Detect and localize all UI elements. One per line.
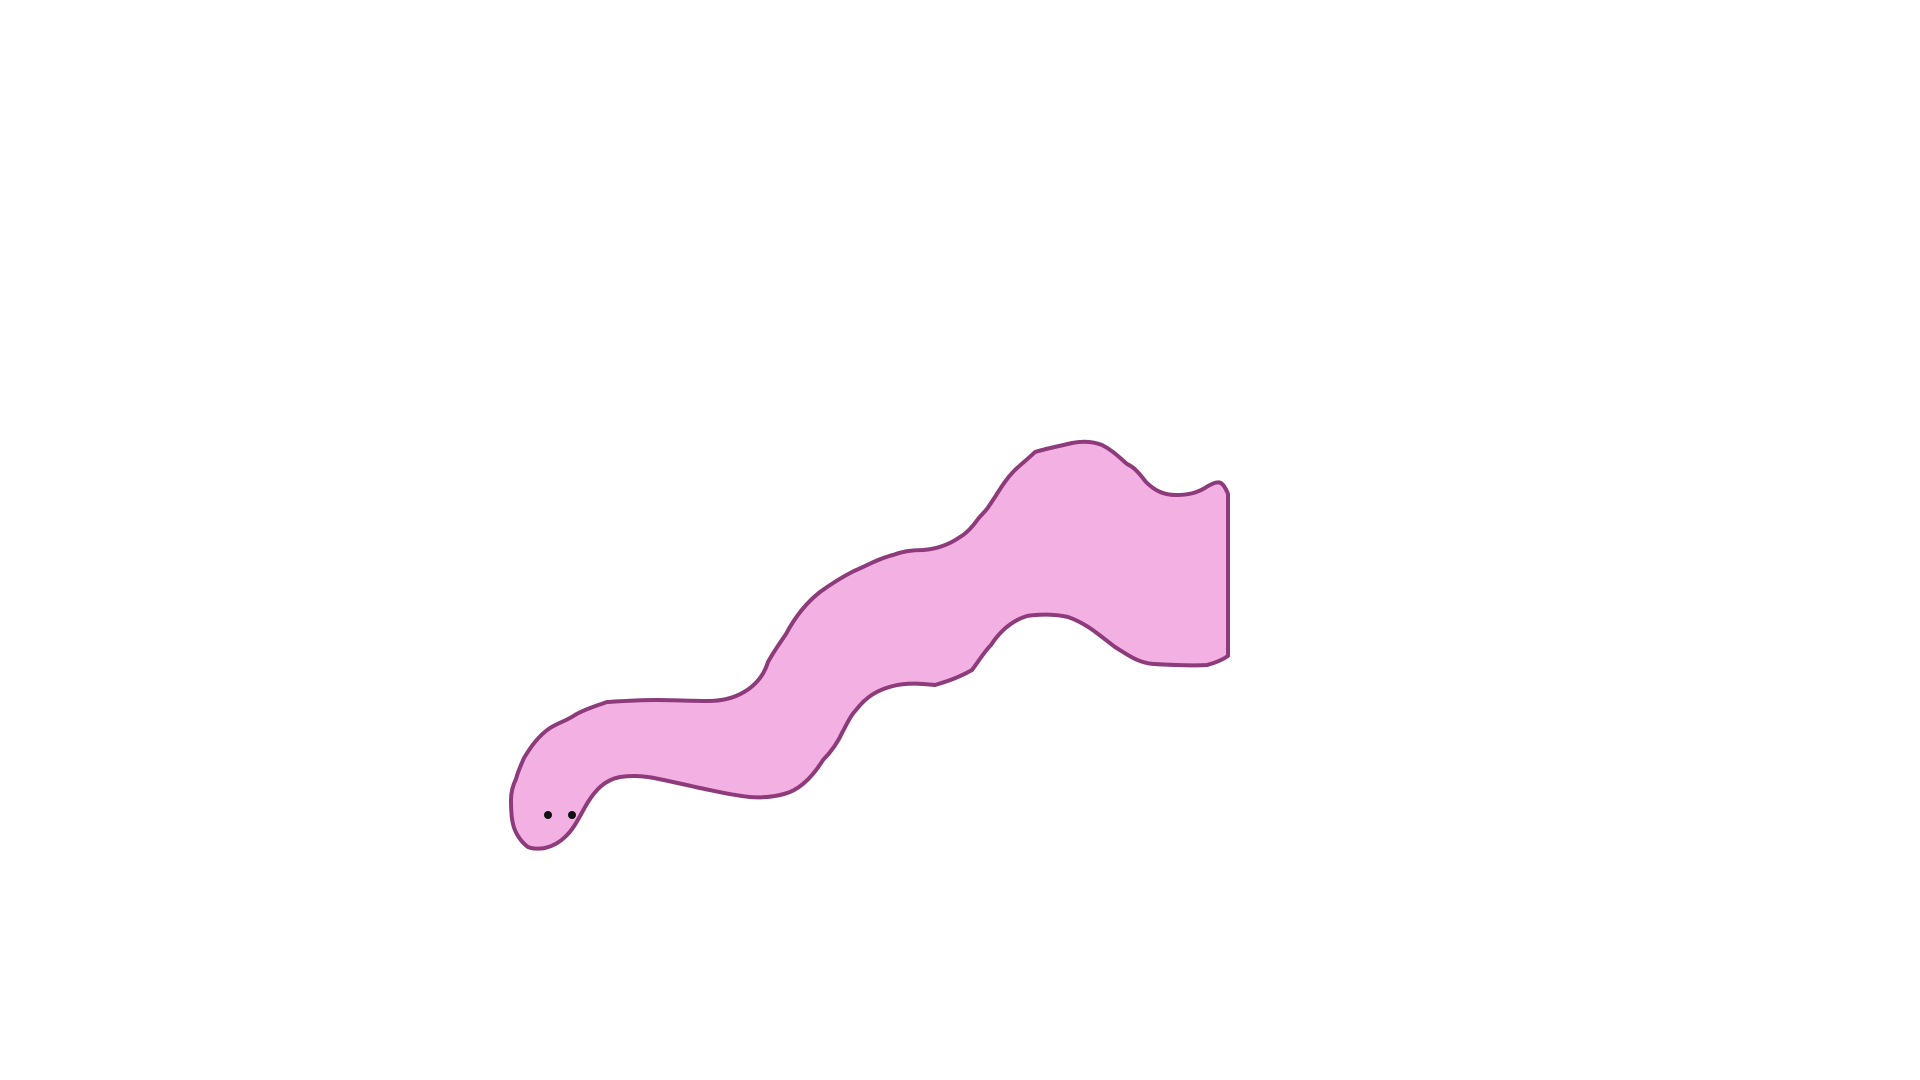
worm-body bbox=[509, 439, 1230, 851]
right-eye bbox=[568, 811, 576, 819]
left-eye bbox=[544, 811, 552, 819]
